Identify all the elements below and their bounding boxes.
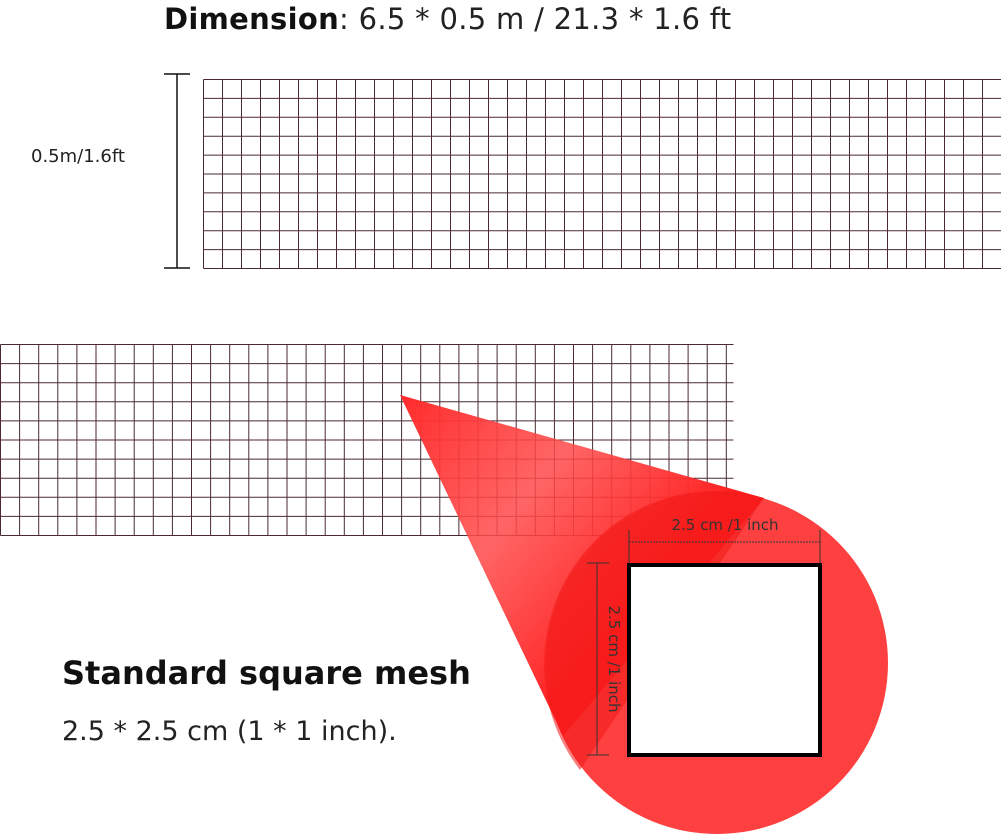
dimension-value: : 6.5 * 0.5 m / 21.3 * 1.6 ft (339, 2, 732, 36)
dimension-label: Dimension (164, 2, 340, 36)
width-dimension-line (628, 530, 821, 563)
mesh-description: 2.5 * 2.5 cm (1 * 1 inch). (62, 716, 397, 747)
square-width-label: 2.5 cm /1 inch (671, 516, 778, 534)
height-dimension-bracket (164, 73, 190, 269)
mesh-heading: Standard square mesh (62, 654, 471, 692)
square-height-label: 2.5 cm /1 inch (605, 605, 623, 712)
roll-height-label: 0.5m/1.6ft (31, 146, 125, 167)
height-dimension-line (587, 562, 609, 756)
dimension-title: Dimension: 6.5 * 0.5 m / 21.3 * 1.6 ft (164, 2, 731, 36)
mesh-roll-top (203, 79, 1001, 269)
mesh-square-detail (627, 563, 822, 757)
